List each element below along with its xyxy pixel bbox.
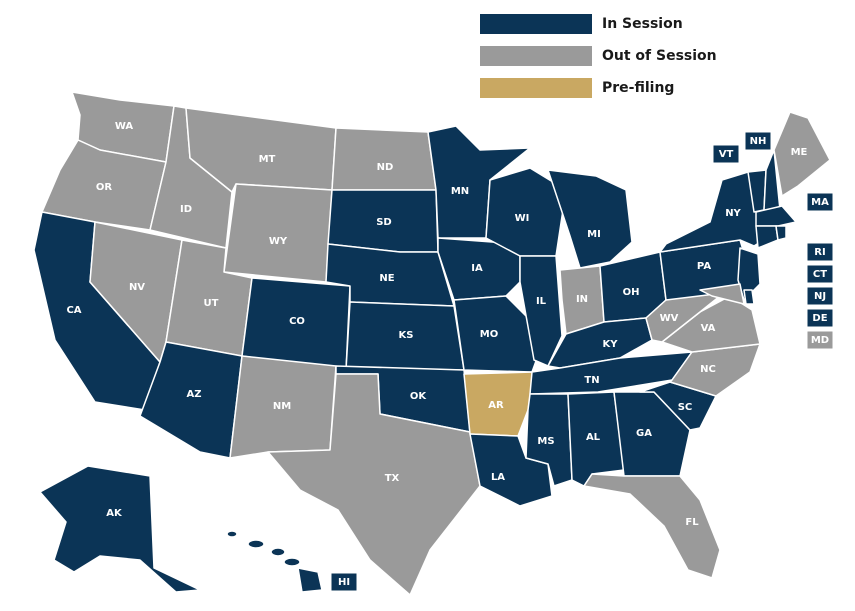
svg-text:MA: MA	[811, 197, 829, 208]
label-NV: NV	[129, 282, 145, 293]
state-AK[interactable]	[39, 465, 201, 593]
callout-NH[interactable]: NH	[744, 131, 772, 151]
label-MT: MT	[259, 154, 276, 165]
label-AZ: AZ	[187, 389, 202, 400]
state-MA[interactable]	[755, 205, 797, 227]
callout-DE[interactable]: DE	[806, 308, 834, 328]
state-DE[interactable]	[743, 289, 755, 305]
legend-in-session[interactable]: In Session	[480, 12, 717, 36]
label-PA: PA	[697, 261, 711, 272]
state-AR[interactable]	[463, 371, 535, 437]
label-OK: OK	[410, 391, 428, 402]
legend-swatch-pre-filing	[480, 78, 592, 98]
state-FL[interactable]	[583, 473, 721, 579]
label-NC: NC	[700, 364, 716, 375]
label-NM: NM	[273, 401, 291, 412]
label-CA: CA	[66, 305, 81, 316]
callout-NJ[interactable]: NJ	[806, 286, 834, 306]
svg-text:MD: MD	[811, 335, 829, 346]
label-IL: IL	[536, 296, 547, 307]
svg-text:DE: DE	[812, 313, 827, 324]
label-SC: SC	[678, 402, 693, 413]
label-TN: TN	[584, 375, 599, 386]
legend-label-in-session: In Session	[602, 16, 683, 32]
label-GA: GA	[636, 428, 652, 439]
label-ND: ND	[377, 162, 394, 173]
state-TX[interactable]	[267, 373, 481, 596]
label-OR: OR	[96, 182, 113, 193]
callout-HI[interactable]: HI	[330, 572, 358, 592]
label-WY: WY	[269, 236, 288, 247]
svg-text:RI: RI	[814, 247, 825, 258]
label-TX: TX	[385, 473, 400, 484]
callout-RI[interactable]: RI	[806, 242, 834, 262]
label-WA: WA	[115, 121, 134, 132]
label-MS: MS	[537, 436, 554, 447]
callout-CT[interactable]: CT	[806, 264, 834, 284]
label-ME: ME	[791, 147, 808, 158]
state-LA[interactable]	[469, 433, 553, 507]
state-CT[interactable]	[755, 225, 779, 249]
svg-text:HI: HI	[338, 577, 350, 588]
label-LA: LA	[491, 472, 505, 483]
label-VA: VA	[701, 323, 716, 334]
label-ID: ID	[180, 204, 192, 215]
label-IA: IA	[471, 263, 483, 274]
label-NE: NE	[379, 273, 394, 284]
label-AR: AR	[488, 400, 504, 411]
legend-swatch-out-of-session	[480, 46, 592, 66]
state-MD[interactable]	[699, 283, 745, 305]
label-AL: AL	[586, 432, 601, 443]
legend-swatch-in-session	[480, 14, 592, 34]
label-WV: WV	[660, 313, 679, 324]
legend-pre-filing[interactable]: Pre-filing	[480, 76, 717, 100]
label-MO: MO	[480, 329, 498, 340]
callout-VT[interactable]: VT	[712, 144, 740, 164]
label-FL: FL	[685, 517, 699, 528]
callout-MD[interactable]: MD	[806, 330, 834, 350]
label-MI: MI	[587, 229, 601, 240]
state-RI[interactable]	[775, 225, 787, 241]
svg-text:NJ: NJ	[814, 291, 826, 302]
svg-text:VT: VT	[719, 149, 734, 160]
label-AK: AK	[106, 508, 123, 519]
label-MN: MN	[451, 186, 469, 197]
state-OR[interactable]	[41, 139, 167, 231]
label-OH: OH	[623, 287, 640, 298]
label-CO: CO	[289, 316, 305, 327]
state-ND[interactable]	[331, 127, 437, 191]
state-ME[interactable]	[773, 111, 831, 197]
label-KS: KS	[399, 330, 414, 341]
svg-text:CT: CT	[813, 269, 827, 280]
legend-out-of-session[interactable]: Out of Session	[480, 44, 717, 68]
legend-label-pre-filing: Pre-filing	[602, 80, 675, 96]
label-UT: UT	[204, 298, 219, 309]
callout-MA[interactable]: MA	[806, 192, 834, 212]
label-NY: NY	[725, 208, 741, 219]
label-SD: SD	[376, 217, 392, 228]
state-MI[interactable]	[547, 169, 633, 269]
label-WI: WI	[515, 213, 530, 224]
label-KY: KY	[603, 339, 619, 350]
map-legend: In Session Out of Session Pre-filing	[480, 12, 717, 108]
state-WY[interactable]	[223, 183, 333, 283]
state-HI[interactable]	[226, 530, 323, 593]
label-IN: IN	[576, 294, 588, 305]
legend-label-out-of-session: Out of Session	[602, 48, 717, 64]
svg-text:NH: NH	[750, 136, 767, 147]
